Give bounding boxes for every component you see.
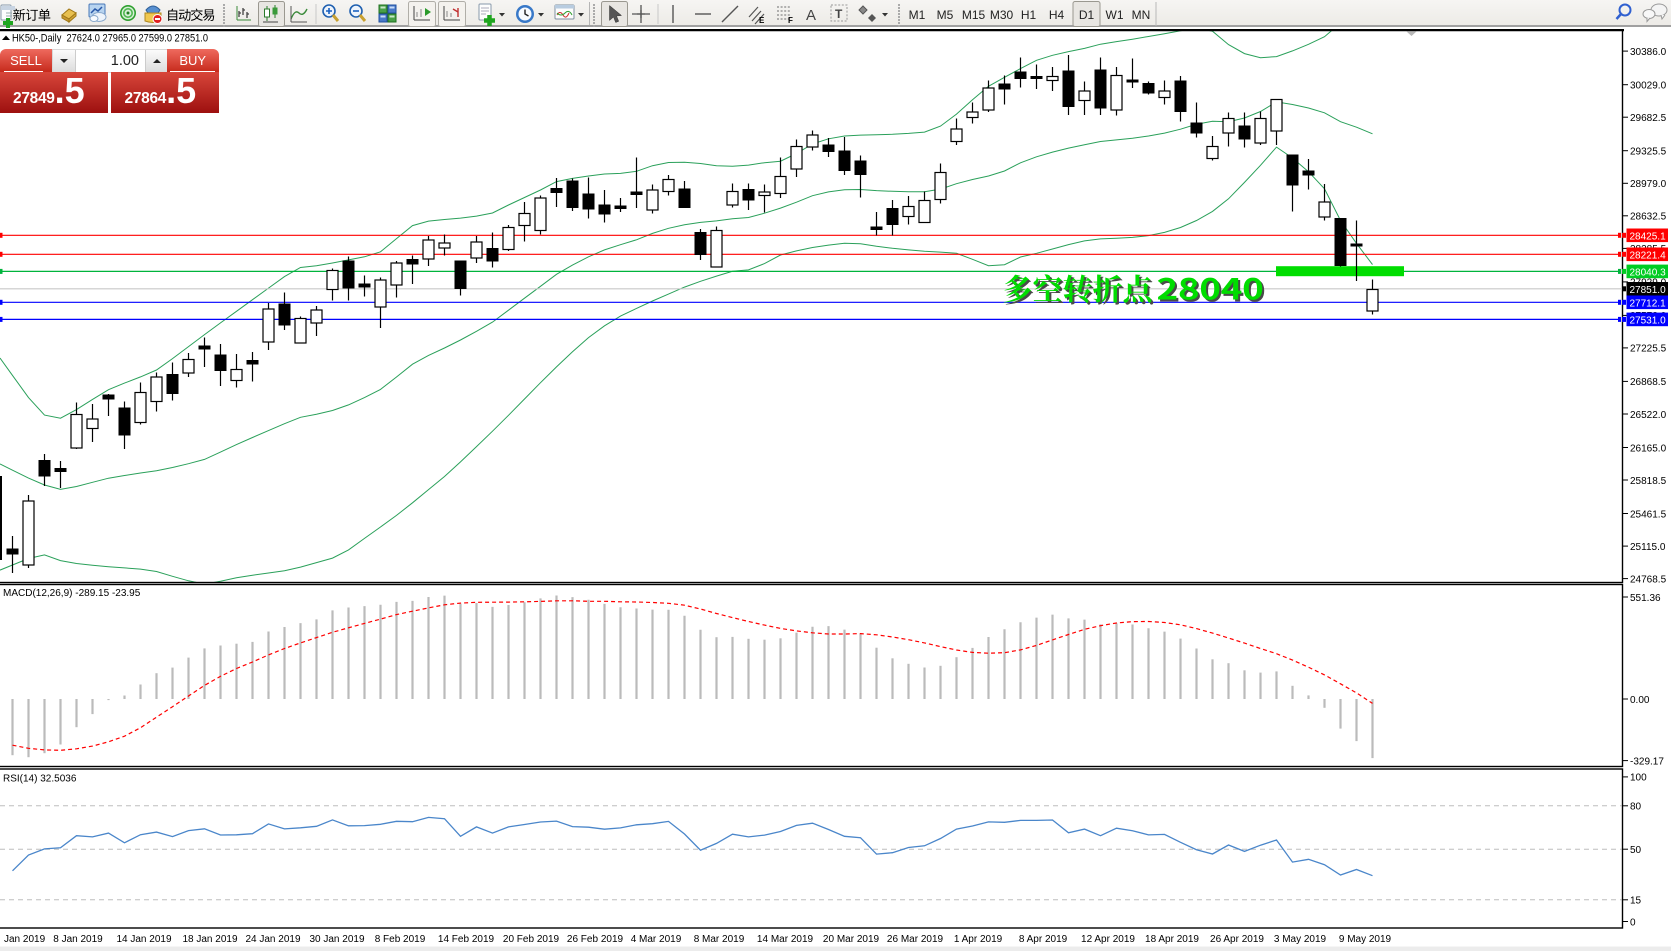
svg-text:Jan 2019: Jan 2019 xyxy=(4,934,46,945)
svg-text:H4: H4 xyxy=(1049,8,1065,22)
svg-text:0.00: 0.00 xyxy=(1630,695,1650,706)
svg-text:100: 100 xyxy=(1630,773,1647,784)
svg-text:28632.5: 28632.5 xyxy=(1630,212,1667,223)
svg-text:8 Apr 2019: 8 Apr 2019 xyxy=(1019,934,1068,945)
svg-text:30029.0: 30029.0 xyxy=(1630,81,1667,92)
svg-text:1 Apr 2019: 1 Apr 2019 xyxy=(954,934,1003,945)
svg-text:28979.0: 28979.0 xyxy=(1630,179,1667,190)
svg-text:80: 80 xyxy=(1630,802,1642,813)
svg-text:26868.5: 26868.5 xyxy=(1630,377,1667,388)
svg-text:F: F xyxy=(788,16,793,25)
svg-text:T: T xyxy=(835,7,843,21)
svg-text:A: A xyxy=(806,7,816,24)
svg-text:9 May 2019: 9 May 2019 xyxy=(1339,934,1392,945)
svg-text:28040.3: 28040.3 xyxy=(1630,267,1667,278)
svg-text:4 Mar 2019: 4 Mar 2019 xyxy=(631,934,682,945)
svg-text:26 Mar 2019: 26 Mar 2019 xyxy=(887,934,944,945)
svg-text:M5: M5 xyxy=(937,8,954,22)
svg-text:26522.0: 26522.0 xyxy=(1630,410,1667,421)
svg-text:M1: M1 xyxy=(909,8,926,22)
svg-text:26165.0: 26165.0 xyxy=(1630,443,1667,454)
svg-text:27531.0: 27531.0 xyxy=(1630,315,1667,326)
svg-text:8 Mar 2019: 8 Mar 2019 xyxy=(694,934,745,945)
svg-text:30386.0: 30386.0 xyxy=(1630,47,1667,58)
svg-text:18 Jan 2019: 18 Jan 2019 xyxy=(182,934,237,945)
svg-text:551.36: 551.36 xyxy=(1630,593,1661,604)
svg-text:30 Jan 2019: 30 Jan 2019 xyxy=(309,934,364,945)
svg-text:50: 50 xyxy=(1630,845,1642,856)
svg-text:HK50-,Daily 27624.0 27965.0 2: HK50-,Daily 27624.0 27965.0 27599.0 2785… xyxy=(12,33,208,45)
svg-text:28425.1: 28425.1 xyxy=(1630,231,1667,242)
svg-text:15: 15 xyxy=(1630,896,1642,907)
svg-text:25115.0: 25115.0 xyxy=(1630,542,1666,553)
svg-text:26 Apr 2019: 26 Apr 2019 xyxy=(1210,934,1264,945)
svg-text:0: 0 xyxy=(1630,917,1636,928)
svg-text:W1: W1 xyxy=(1106,8,1124,22)
svg-text:M30: M30 xyxy=(990,8,1014,22)
svg-text:3 May 2019: 3 May 2019 xyxy=(1274,934,1327,945)
svg-text:18 Apr 2019: 18 Apr 2019 xyxy=(1145,934,1199,945)
svg-text:14 Jan 2019: 14 Jan 2019 xyxy=(116,934,171,945)
svg-text:25461.5: 25461.5 xyxy=(1630,509,1667,520)
svg-text:29682.5: 29682.5 xyxy=(1630,113,1667,124)
svg-text:14 Feb 2019: 14 Feb 2019 xyxy=(438,934,495,945)
svg-text:-329.17: -329.17 xyxy=(1630,756,1664,767)
svg-text:27712.1: 27712.1 xyxy=(1630,298,1667,309)
svg-text:20 Feb 2019: 20 Feb 2019 xyxy=(503,934,560,945)
svg-text:MN: MN xyxy=(1132,8,1151,22)
svg-text:24768.5: 24768.5 xyxy=(1630,574,1667,585)
svg-text:28221.4: 28221.4 xyxy=(1630,250,1667,261)
svg-text:27225.5: 27225.5 xyxy=(1630,344,1667,355)
svg-text:26 Feb 2019: 26 Feb 2019 xyxy=(567,934,624,945)
svg-text:29325.5: 29325.5 xyxy=(1630,147,1667,158)
svg-text:E: E xyxy=(759,16,765,25)
svg-text:12 Apr 2019: 12 Apr 2019 xyxy=(1081,934,1135,945)
svg-text:M15: M15 xyxy=(962,8,986,22)
svg-text:D1: D1 xyxy=(1079,8,1095,22)
svg-text:H1: H1 xyxy=(1021,8,1037,22)
svg-text:20 Mar 2019: 20 Mar 2019 xyxy=(823,934,880,945)
svg-text:24 Jan 2019: 24 Jan 2019 xyxy=(245,934,300,945)
svg-text:25818.5: 25818.5 xyxy=(1630,476,1667,487)
svg-text:RSI(14) 32.5036: RSI(14) 32.5036 xyxy=(3,774,77,785)
svg-text:14 Mar 2019: 14 Mar 2019 xyxy=(757,934,814,945)
svg-text:MACD(12,26,9) -289.15 -23.95: MACD(12,26,9) -289.15 -23.95 xyxy=(3,588,141,599)
svg-text:8 Jan 2019: 8 Jan 2019 xyxy=(53,934,103,945)
svg-text:27851.0: 27851.0 xyxy=(1630,285,1667,296)
svg-text:8 Feb 2019: 8 Feb 2019 xyxy=(375,934,426,945)
